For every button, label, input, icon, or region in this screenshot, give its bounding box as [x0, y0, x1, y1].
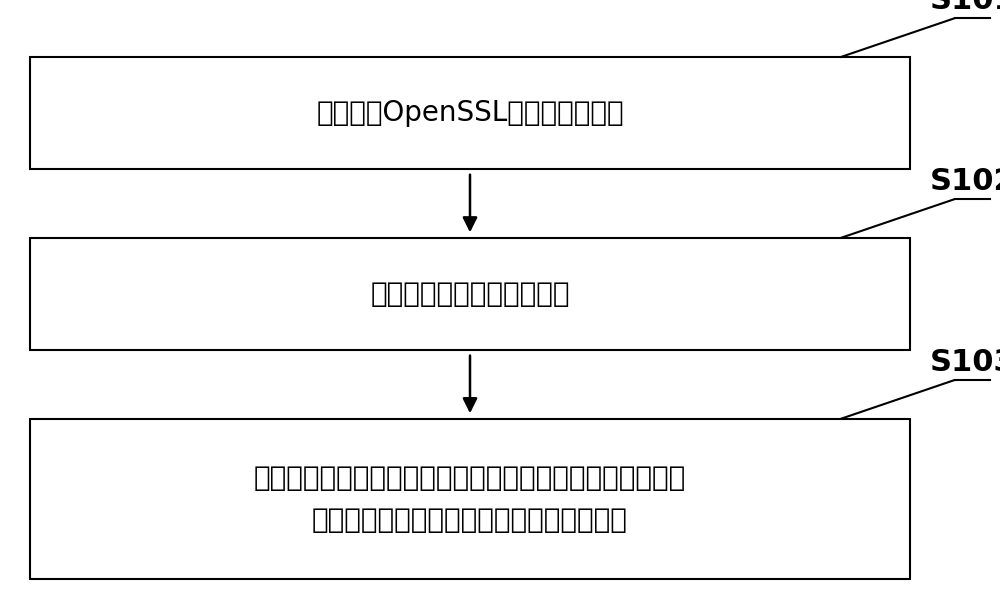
Bar [30, 238, 910, 350]
Text: 确定当前OpenSSL库中的问题模块: 确定当前OpenSSL库中的问题模块 [316, 99, 624, 127]
Text: 将经修复模块写入项目的源码中，并在项目中将该问题模块
的调用接口替换为该经修复模块的调用接口: 将经修复模块写入项目的源码中，并在项目中将该问题模块 的调用接口替换为该经修复模… [254, 464, 686, 534]
Bar [30, 419, 910, 579]
Text: S102: S102 [930, 167, 1000, 196]
Text: S103: S103 [930, 348, 1000, 377]
Text: 获取问题模块的经修复模块: 获取问题模块的经修复模块 [370, 280, 570, 308]
Bar [30, 57, 910, 169]
Text: S101: S101 [930, 0, 1000, 15]
